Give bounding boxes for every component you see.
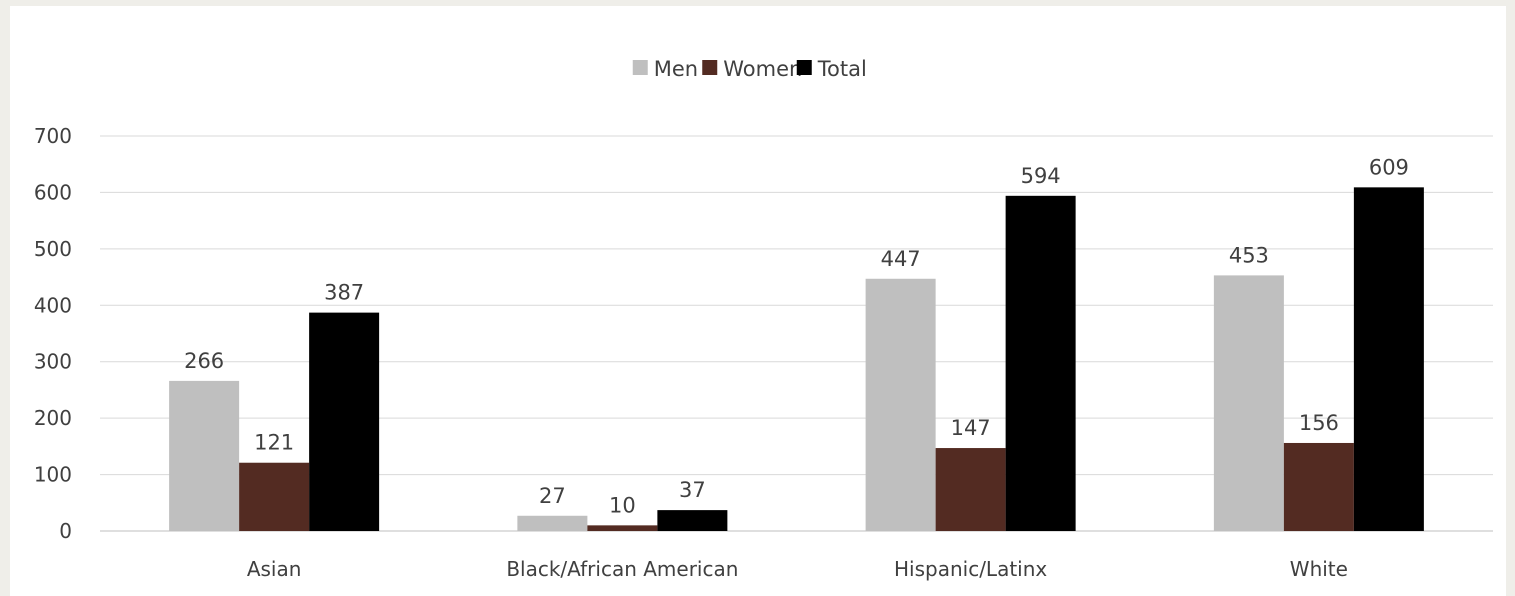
x-axis: Asian Black/African American Hispanic/Lati… [247, 557, 1348, 581]
y-tick-label: 400 [34, 293, 72, 317]
bar-women [1283, 442, 1354, 531]
legend-swatch [702, 60, 718, 75]
bar-men [1213, 275, 1284, 531]
y-tick-label: 600 [34, 180, 72, 204]
y-tick-label: 700 [34, 124, 72, 148]
data-label: 27 [539, 484, 566, 508]
bar-men [517, 515, 588, 531]
bars: 266 121 387 27 10 37 447 147 594 453 156 609 [169, 155, 1424, 532]
x-tick-label: Asian [247, 557, 302, 581]
y-tick-label: 500 [34, 237, 72, 261]
data-label: 594 [1021, 164, 1061, 188]
data-label: 447 [881, 247, 921, 271]
bar-men [169, 380, 240, 531]
data-label: 121 [254, 431, 294, 455]
legend-label: Women [723, 57, 802, 81]
y-tick-label: 0 [59, 519, 72, 543]
x-tick-label: Black/African American [506, 557, 738, 581]
y-tick-label: 300 [34, 350, 72, 374]
bar-men [865, 278, 936, 531]
bar-total [309, 312, 380, 531]
legend-label: Total [817, 57, 867, 81]
legend-swatch [632, 60, 648, 75]
bar-women [587, 525, 658, 531]
data-label: 10 [609, 493, 636, 517]
x-tick-label: Hispanic/Latinx [894, 557, 1047, 581]
data-label: 387 [324, 281, 364, 305]
data-label: 156 [1299, 411, 1339, 435]
legend: Men Women Total [632, 57, 867, 81]
y-tick-label: 200 [34, 406, 72, 430]
bar-total [1353, 187, 1424, 531]
data-label: 609 [1369, 155, 1409, 179]
y-tick-label: 100 [34, 463, 72, 487]
legend-label: Men [654, 57, 698, 81]
x-tick-label: White [1290, 557, 1348, 581]
bar-total [657, 510, 728, 531]
data-label: 453 [1229, 243, 1269, 267]
data-label: 147 [951, 416, 991, 440]
legend-swatch [796, 60, 812, 75]
data-label: 266 [184, 349, 224, 373]
data-label: 37 [679, 478, 706, 502]
bar-total [1005, 195, 1076, 532]
bar-women [935, 448, 1006, 531]
y-axis: 0 100 200 300 400 500 600 700 [34, 124, 72, 543]
bar-women [239, 462, 310, 531]
